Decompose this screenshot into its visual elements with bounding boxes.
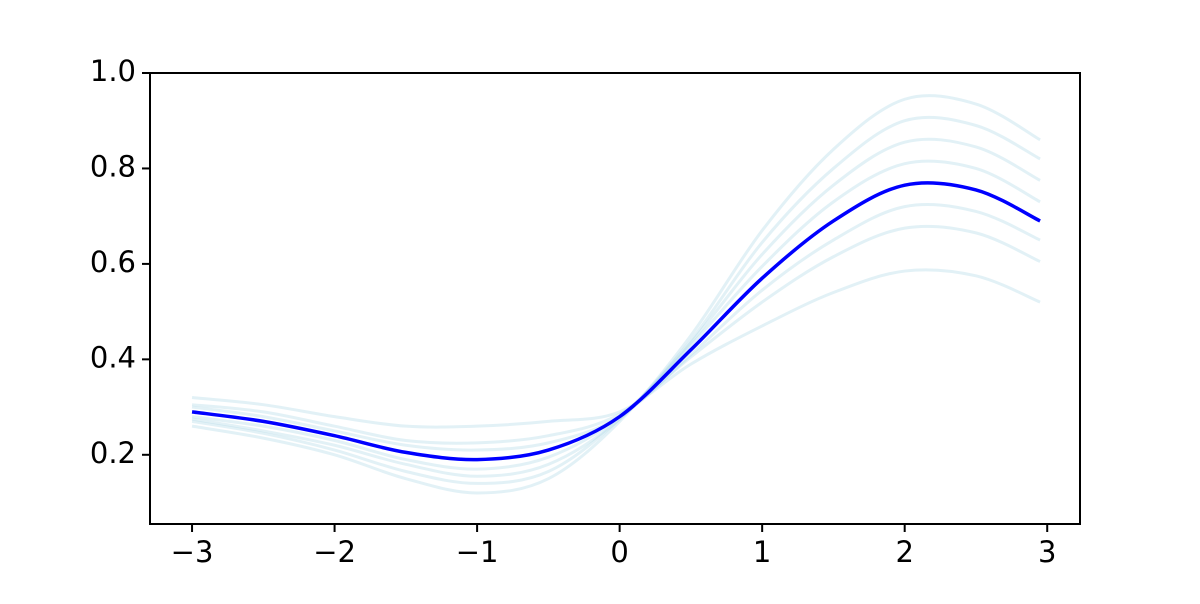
y-tick-label: 0.4 [90,340,136,374]
series-line [191,268,1041,429]
y-tick-label: 0.6 [90,245,136,279]
x-tick-label: 0 [610,535,628,569]
x-tick-label: 3 [1038,535,1056,569]
series-line [191,181,1041,462]
x-tick-label: −1 [456,535,499,569]
x-tick-label: −2 [313,535,356,569]
x-tick-label: 2 [895,535,913,569]
y-tick-label: 0.8 [90,149,136,183]
y-tick-label: 0.2 [90,436,136,470]
y-tick-label: 1.0 [90,54,136,88]
x-tick-label: 1 [753,535,771,569]
x-tick-label: −3 [171,535,214,569]
plot-frame [149,72,1081,525]
